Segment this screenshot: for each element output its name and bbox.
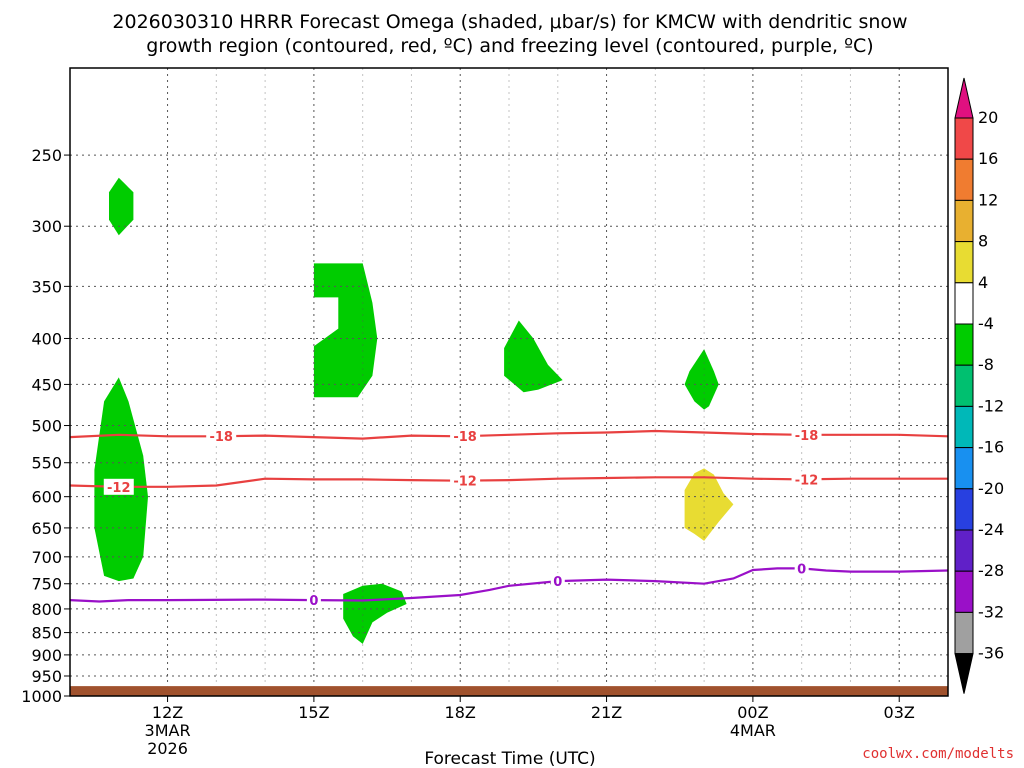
y-tick-label: 350 [31,277,62,296]
plot-frame [69,67,949,697]
colorbar-bin-4 [954,241,974,284]
x-tick-label: 03Z [884,703,915,722]
colorbar-label: -28 [978,561,1004,580]
contour-label-bg-2-0 [306,592,321,609]
contour-label-bg-1-0 [103,478,134,495]
colorbar-label: -4 [978,314,994,333]
y-tick-label: 300 [31,217,62,236]
y-tick-label: 950 [31,667,62,686]
x-axis-label: Forecast Time (UTC) [424,749,595,768]
credit-link[interactable]: coolwx.com/modelts [862,746,1014,762]
x-tick-label: 15Z [298,703,329,722]
contour-label-bg-1-1 [450,472,481,489]
plot-area: -18 -18 -18 -12 -12 -12 0 0 0 [69,67,949,697]
y-tick-label: 550 [31,454,62,473]
contour-label--18: -18 [453,430,477,445]
x-tick-year: 2026 [147,739,188,758]
y-tick-label: 1000 [21,687,62,706]
colorbar-label: 4 [978,273,988,292]
omega-region-6 [343,583,407,644]
x-tick-date: 3MAR [145,721,191,740]
y-tick-label: 800 [31,600,62,619]
terrain-fill [70,686,948,696]
contour-label--12: -12 [795,473,819,488]
x-tick-date: 4MAR [730,721,776,740]
contour-label-bg-0-1 [450,428,481,445]
contour-label--18: -18 [795,429,819,444]
colorbar-bin-8 [954,405,974,449]
omega-region-0 [109,177,134,236]
y-tick-label: 600 [31,488,62,507]
omega-region-4 [684,349,719,410]
y-tick-label: 450 [31,375,62,394]
x-tick-label: 00Z [737,703,768,722]
colorbar-bin-3 [954,199,974,243]
contour-label--12: -12 [453,475,477,490]
y-axis: 250 300 350 400 450 500 550 600 650 700 750 800 850 9… [21,146,70,706]
omega-region-2 [313,263,378,398]
contour-label-freezing-0: 0 [309,594,318,609]
y-tick-label: 750 [31,575,62,594]
colorbar-label: -32 [978,602,1004,621]
chart-title-line2: growth region (contoured, red, ºC) and f… [146,35,873,57]
y-tick-label: 650 [31,519,62,538]
x-tick-label: 21Z [591,703,622,722]
x-tick-label: 18Z [445,703,476,722]
colorbar-label: -36 [978,644,1004,663]
colorbar-bin-5 [954,282,974,325]
colorbar-label: -8 [978,355,994,374]
x-tick-label: 12Z [152,703,183,722]
colorbar-label: 20 [978,108,998,127]
contour-label-bg-2-2 [794,560,809,577]
contour-label-freezing-0: 0 [553,575,562,590]
colorbar-label: -24 [978,520,1004,539]
contour-label-bg-2-1 [550,573,565,590]
colorbar-bin-13 [954,611,974,655]
contour-label--12: -12 [107,481,131,496]
colorbar-bin-6 [954,323,974,366]
omega-region-3 [504,320,563,393]
y-tick-label: 900 [31,646,62,665]
y-tick-label: 500 [31,417,62,436]
colorbar-label: -12 [978,396,1004,415]
contour-label--18: -18 [209,430,233,445]
colorbar-bin-2 [954,158,974,201]
colorbar-bin-9 [954,447,974,490]
plot-inner: -18 -18 -18 -12 -12 -12 0 0 0 [70,68,948,696]
y-tick-label: 250 [31,146,62,165]
colorbar: 20 16 12 8 4 -4 -8 -12 -16 -20 -24 -28 -32 -36 [954,77,1004,694]
colorbar-label: 8 [978,232,988,251]
colorbar-label: -20 [978,479,1004,498]
colorbar-bin-10 [954,488,974,531]
colorbar-bin-12 [954,570,974,613]
colorbar-label: 12 [978,190,998,209]
colorbar-bin-1 [954,117,974,160]
omega-region-5 [684,468,734,541]
contour-label-bg-0-2 [791,426,822,443]
y-tick-label: 400 [31,329,62,348]
y-tick-label: 700 [31,548,62,567]
contour-label-freezing-0: 0 [797,562,806,577]
colorbar-label: 16 [978,149,998,168]
colorbar-top-arrow [954,77,974,119]
y-tick-label: 850 [31,624,62,643]
colorbar-bottom-arrow [954,653,974,694]
contour-label-bg-0-0 [206,428,237,445]
contour-label-bg-1-2 [791,471,822,488]
colorbar-bin-11 [954,529,974,572]
colorbar-bin-7 [954,364,974,407]
chart-title-line1: 2026030310 HRRR Forecast Omega (shaded, … [112,11,907,33]
colorbar-label: -16 [978,438,1004,457]
